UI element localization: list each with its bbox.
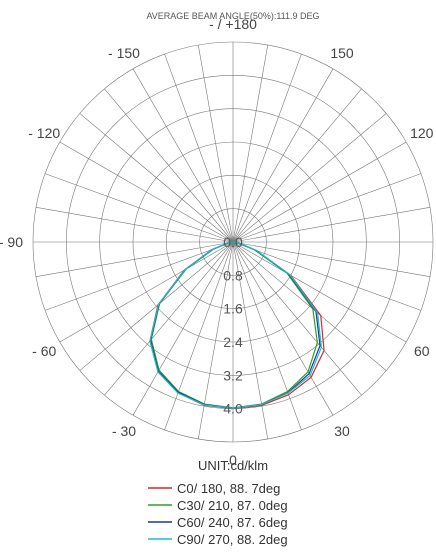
grid-spoke bbox=[232, 241, 387, 371]
angle-label: - / +180 bbox=[209, 16, 257, 32]
radial-tick-label: 0.8 bbox=[223, 267, 243, 283]
grid-spoke bbox=[132, 68, 234, 243]
grid-spoke bbox=[232, 241, 302, 431]
grid-spoke bbox=[79, 113, 234, 243]
grid-spoke bbox=[232, 88, 362, 243]
grid-spoke bbox=[232, 241, 407, 343]
radial-tick-label: 3.2 bbox=[223, 367, 243, 383]
legend-label: C0/ 180, 88. 7deg bbox=[177, 481, 280, 496]
angle-label: 120 bbox=[410, 125, 434, 141]
legend-label: C30/ 210, 87. 0deg bbox=[177, 498, 288, 513]
legend: C0/ 180, 88. 7deg C30/ 210, 87. 0deg C60/ … bbox=[148, 481, 288, 547]
grid-spoke bbox=[44, 173, 234, 243]
grid-spoke bbox=[59, 141, 234, 243]
angle-label: 30 bbox=[334, 423, 350, 439]
angle-label: 0 bbox=[229, 452, 237, 468]
grid-spoke bbox=[232, 241, 431, 278]
grid-spoke bbox=[232, 241, 334, 416]
series-line-3 bbox=[149, 241, 322, 409]
series-layer bbox=[149, 241, 325, 410]
grid-spoke bbox=[104, 241, 234, 396]
radial-tick-label: 2.4 bbox=[223, 334, 243, 350]
grid-spoke bbox=[232, 113, 387, 243]
grid-spoke bbox=[79, 241, 234, 371]
angle-label: - 60 bbox=[32, 343, 56, 359]
grid-spoke bbox=[232, 141, 407, 243]
grid-spoke bbox=[104, 88, 234, 243]
angle-label: - 30 bbox=[112, 423, 136, 439]
grid-spoke bbox=[232, 68, 334, 243]
grid-spoke bbox=[232, 241, 362, 396]
chart-title: AVERAGE BEAM ANGLE(50%):111.9 DEG bbox=[146, 11, 319, 21]
grid-spoke bbox=[164, 53, 234, 243]
grid-spoke bbox=[232, 206, 431, 243]
grid-spoke bbox=[35, 241, 234, 278]
grid-spoke bbox=[132, 241, 234, 416]
angle-label: - 120 bbox=[28, 125, 60, 141]
grid-spoke bbox=[197, 241, 234, 440]
unit-label: UNIT:cd/klm bbox=[198, 458, 268, 473]
radial-tick-label: 4.0 bbox=[223, 401, 243, 417]
angle-label: - 150 bbox=[108, 45, 140, 61]
radial-tick-labels: 0.0 0.8 1.6 2.4 3.2 4.0 bbox=[223, 234, 243, 417]
grid-spoke bbox=[232, 173, 422, 243]
radial-tick-label: 0.0 bbox=[223, 234, 243, 250]
grid-spoke bbox=[232, 53, 302, 243]
grid-spoke bbox=[164, 241, 234, 431]
grid-spoke bbox=[232, 44, 269, 243]
radial-tick-label: 1.6 bbox=[223, 301, 243, 317]
grid-spoke bbox=[232, 241, 269, 440]
angle-label: 150 bbox=[330, 45, 354, 61]
grid-spoke bbox=[197, 44, 234, 243]
polar-grid bbox=[32, 41, 434, 443]
angle-label: - 90 bbox=[0, 234, 23, 250]
grid-spoke bbox=[232, 241, 422, 311]
angle-label: 60 bbox=[414, 343, 430, 359]
grid-spoke bbox=[59, 241, 234, 343]
legend-label: C60/ 240, 87. 6deg bbox=[177, 515, 288, 530]
legend-label: C90/ 270, 88. 2deg bbox=[177, 532, 288, 547]
grid-spoke bbox=[44, 241, 234, 311]
grid-spoke bbox=[35, 206, 234, 243]
